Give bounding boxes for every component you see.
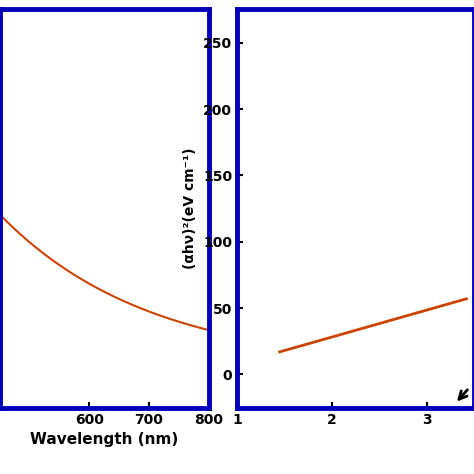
- X-axis label: Wavelength (nm): Wavelength (nm): [30, 432, 178, 447]
- Y-axis label: (αhν)²(eV cm⁻¹): (αhν)²(eV cm⁻¹): [183, 148, 198, 269]
